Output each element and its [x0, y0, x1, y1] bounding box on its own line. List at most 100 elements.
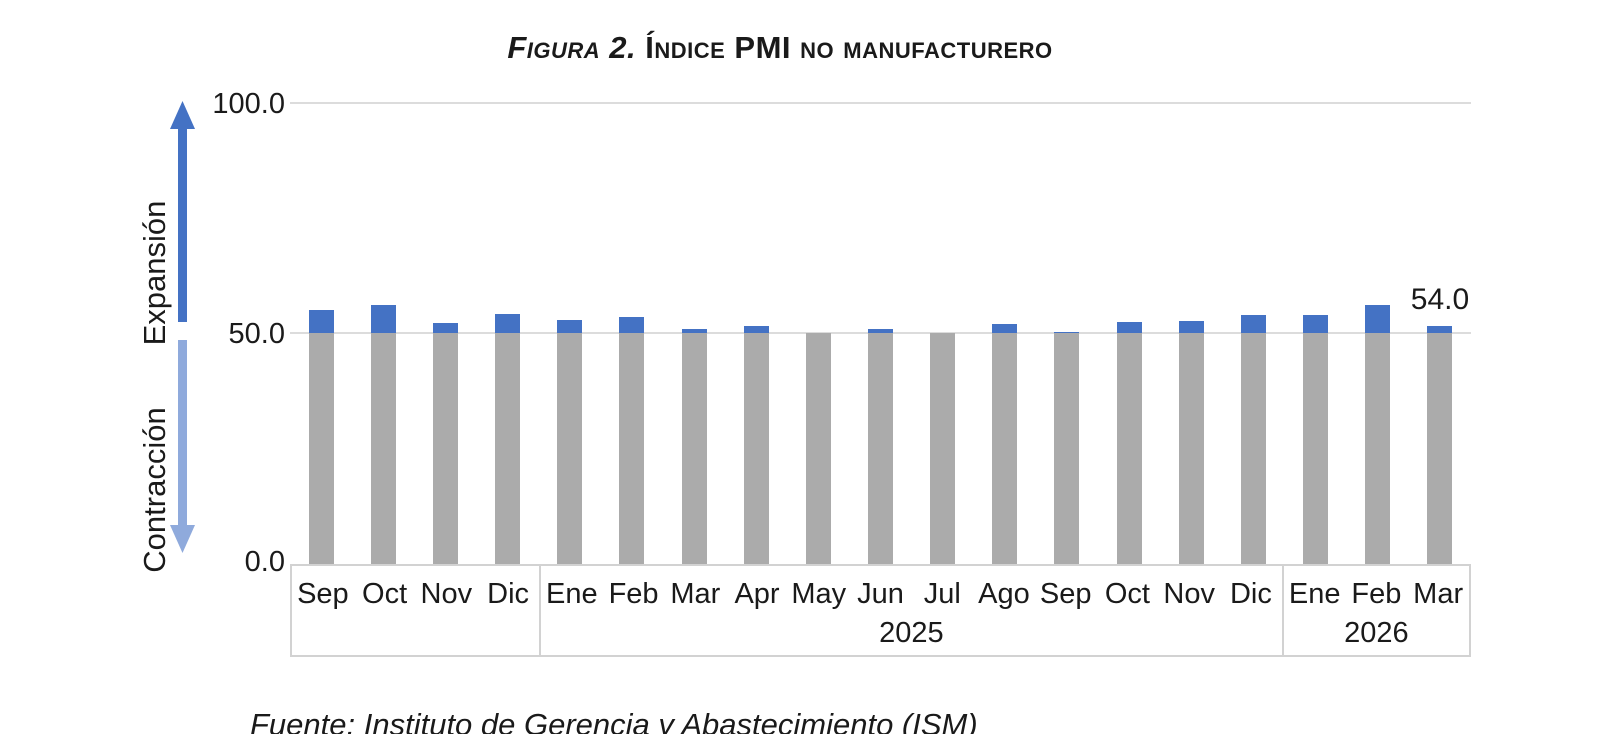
last-value-label: 54.0: [1410, 283, 1470, 316]
month-label: Mar: [670, 578, 721, 610]
bar-jun-9: [867, 329, 893, 564]
month-label: Apr: [734, 578, 780, 610]
bar-segment-above-50: [743, 325, 769, 333]
bar-segment-below-50: [1178, 333, 1204, 564]
bar-segment-above-50: [1240, 315, 1266, 333]
bar-slot: [601, 102, 663, 564]
bar-segment-below-50: [681, 333, 707, 564]
contraction-down-arrow-icon: [170, 340, 195, 553]
year-group-2025: Ene Feb Mar Apr May Jun Jul Ago Sep Oct Nov Dic 2025: [538, 564, 1284, 657]
bar-slot: [787, 102, 849, 564]
bar-segment-below-50: [1240, 333, 1266, 564]
bar-ago-11: [992, 323, 1018, 564]
bars: [290, 102, 1471, 564]
y-tick-50: 50.0: [228, 318, 285, 350]
x-axis-band: Sep Oct Nov Dic Ene Feb Mar Apr May Jun Jul Ago Sep O…: [290, 564, 1471, 657]
months-row: Ene Feb Mar Apr May Jun Jul Ago Sep Oct Nov Dic: [541, 566, 1282, 611]
month-label: Feb: [1351, 578, 1402, 610]
bar-may-8: [805, 333, 831, 564]
bar-slot: [725, 102, 787, 564]
bar-segment-above-50: [619, 316, 645, 333]
month-label: Dic: [487, 578, 530, 610]
bar-slot: [1347, 102, 1409, 564]
bar-segment-below-50: [370, 333, 396, 564]
month-label: Nov: [420, 578, 473, 610]
month-label: May: [791, 578, 847, 610]
bar-segment-above-50: [1116, 321, 1142, 333]
bar-dic-15: [1240, 315, 1266, 564]
bar-segment-below-50: [432, 333, 458, 564]
bar-slot: [912, 102, 974, 564]
bar-slot: [290, 102, 352, 564]
bar-segment-below-50: [805, 333, 831, 564]
bar-segment-above-50: [1054, 332, 1080, 333]
month-label: Mar: [1413, 578, 1464, 610]
bar-segment-below-50: [1427, 333, 1453, 564]
bar-nov-14: [1178, 321, 1204, 564]
bar-segment-above-50: [867, 329, 893, 333]
bar-slot: [476, 102, 538, 564]
month-label: Jun: [857, 578, 904, 610]
y-tick-100: 100.0: [212, 88, 285, 120]
chart-title: Figura 2. Índice PMI no manufacturero: [0, 30, 1560, 66]
bar-segment-below-50: [619, 333, 645, 564]
month-label: Sep: [297, 578, 349, 610]
chart-title-figure-number: Figura 2.: [507, 30, 637, 65]
bar-segment-above-50: [992, 323, 1018, 333]
bar-slot: [849, 102, 911, 564]
month-label: Ene: [1288, 578, 1341, 610]
bar-segment-above-50: [1178, 321, 1204, 333]
bar-slot: [1160, 102, 1222, 564]
bar-segment-below-50: [992, 333, 1018, 564]
plot-area: [290, 102, 1471, 564]
bar-segment-below-50: [1054, 333, 1080, 564]
month-label: Oct: [1104, 578, 1150, 610]
bar-segment-above-50: [1427, 325, 1453, 333]
bar-apr-7: [743, 325, 769, 564]
bar-segment-above-50: [370, 305, 396, 333]
bar-slot: [1409, 102, 1471, 564]
chart-title-text: Índice PMI no manufacturero: [636, 30, 1053, 65]
bar-slot: [414, 102, 476, 564]
bar-mar-18: [1427, 325, 1453, 564]
bar-feb-5: [619, 316, 645, 564]
bar-oct-1: [370, 305, 396, 564]
bar-ene-16: [1303, 314, 1329, 564]
month-label: Jul: [923, 578, 961, 610]
source-note: Fuente: Instituto de Gerencia y Abasteci…: [250, 707, 978, 734]
month-label: Sep: [1039, 578, 1092, 610]
year-group-2026: Ene Feb Mar 2026: [1281, 564, 1471, 657]
bar-segment-below-50: [930, 333, 956, 564]
month-label: Ago: [978, 578, 1030, 610]
year-label-2025: 2025: [879, 617, 944, 649]
year-label-2026: 2026: [1344, 617, 1409, 649]
bar-slot: [1285, 102, 1347, 564]
bar-segment-below-50: [743, 333, 769, 564]
year-group: Sep Oct Nov Dic: [290, 564, 541, 657]
bar-jul-10: [930, 332, 956, 564]
month-label: Nov: [1163, 578, 1215, 610]
month-label: Ene: [546, 578, 598, 610]
month-label: Feb: [608, 578, 659, 610]
bar-segment-above-50: [1365, 304, 1391, 333]
bar-slot: [974, 102, 1036, 564]
bar-segment-above-50: [432, 323, 458, 333]
bar-sep-12: [1054, 332, 1080, 564]
bar-feb-17: [1365, 304, 1391, 564]
months-row: Ene Feb Mar: [1284, 566, 1469, 611]
bar-segment-above-50: [495, 314, 521, 333]
bar-oct-13: [1116, 321, 1142, 564]
bar-ene-4: [557, 320, 583, 564]
gridline-100: [290, 102, 1471, 104]
bar-segment-above-50: [308, 310, 334, 333]
bar-segment-below-50: [1303, 333, 1329, 564]
bar-dic-3: [495, 314, 521, 564]
bar-segment-below-50: [557, 333, 583, 564]
bar-segment-below-50: [308, 333, 334, 564]
bar-sep-0: [308, 310, 334, 564]
expansion-up-arrow-icon: [170, 101, 195, 322]
expansion-contraction-arrows: [170, 101, 195, 553]
bar-nov-2: [432, 323, 458, 564]
bar-slot: [1036, 102, 1098, 564]
